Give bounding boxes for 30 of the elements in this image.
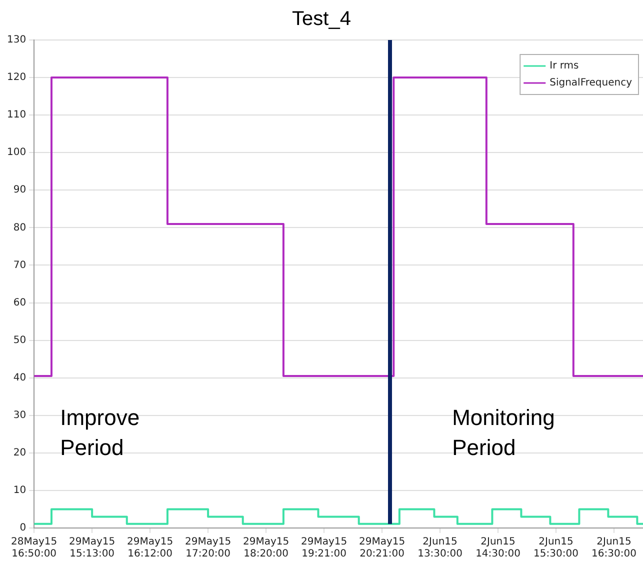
y-tick-label: 50: [13, 334, 26, 346]
chart-title: Test_4: [291, 8, 352, 31]
y-tick-label: 30: [13, 410, 26, 421]
x-tick-label: 29May15 18:20:00: [242, 536, 290, 560]
x-tick-label: 2Jun15 16:30:00: [592, 536, 636, 560]
x-tick-label: 29May15 17:20:00: [185, 536, 232, 560]
y-tick-label: 10: [13, 485, 26, 496]
legend-label: Ir rms: [550, 60, 579, 72]
x-tick-label: 2Jun15 13:30:00: [418, 536, 462, 560]
y-tick-label: 120: [6, 72, 26, 84]
y-tick-label: 80: [13, 222, 26, 234]
annotation: Monitoring Period: [452, 405, 555, 460]
y-tick-label: 130: [6, 34, 26, 46]
y-tick-label: 0: [20, 522, 26, 534]
y-tick-label: 40: [13, 372, 26, 384]
x-tick-label: 2Jun15 14:30:00: [476, 536, 520, 560]
y-tick-label: 70: [13, 260, 26, 271]
x-tick-label: 29May15 16:12:00: [127, 536, 174, 560]
annotation: Improve Period: [60, 405, 140, 460]
x-tick-label: 29May15 19:21:00: [300, 536, 348, 560]
y-tick-label: 110: [6, 110, 26, 121]
x-tick-label: 29May15 20:21:00: [358, 536, 406, 560]
legend-label: SignalFrequency: [550, 78, 632, 89]
y-tick-label: 20: [13, 448, 26, 459]
y-tick-label: 90: [13, 184, 26, 196]
x-tick-label: 2Jun15 15:30:00: [534, 536, 578, 560]
x-tick-label: 29May15 15:13:00: [69, 536, 116, 560]
y-tick-label: 100: [6, 147, 26, 158]
x-tick-label: 28May15 16:50:00: [11, 536, 58, 560]
y-tick-label: 60: [13, 297, 26, 308]
